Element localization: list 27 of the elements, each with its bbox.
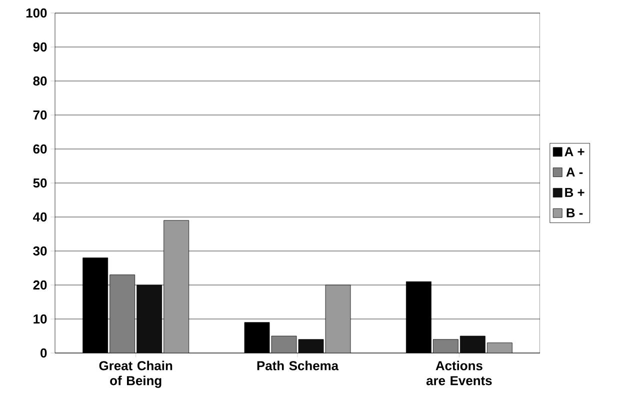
x-tick-label: Actions are Events xyxy=(426,360,492,386)
y-tick-label: 60 xyxy=(33,144,47,154)
y-tick-label: 0 xyxy=(40,348,47,358)
y-tick-label: 50 xyxy=(33,178,47,188)
y-tick-label: 20 xyxy=(33,280,47,290)
bar xyxy=(271,336,297,353)
x-tick-label: Path Schema xyxy=(257,360,339,370)
bar xyxy=(164,220,190,353)
y-tick-label: 100 xyxy=(26,8,47,18)
y-tick-label: 70 xyxy=(33,110,47,120)
y-tick-label: 80 xyxy=(33,76,47,86)
bar xyxy=(486,342,512,353)
bar xyxy=(110,274,136,353)
legend-label: B + xyxy=(565,188,584,197)
bar xyxy=(432,339,458,353)
legend-label: A + xyxy=(564,147,584,156)
y-tick-label: 30 xyxy=(33,246,47,256)
y-tick-label: 40 xyxy=(33,212,47,222)
legend-label: A - xyxy=(566,168,583,177)
x-tick-label: Great Chain of Being xyxy=(99,360,172,388)
bar xyxy=(325,284,351,353)
bar xyxy=(460,336,486,353)
bar xyxy=(136,284,162,353)
bar xyxy=(298,339,324,353)
y-tick-label: 90 xyxy=(33,42,47,52)
legend-label: B - xyxy=(566,208,583,218)
y-tick-label: 10 xyxy=(34,314,47,324)
